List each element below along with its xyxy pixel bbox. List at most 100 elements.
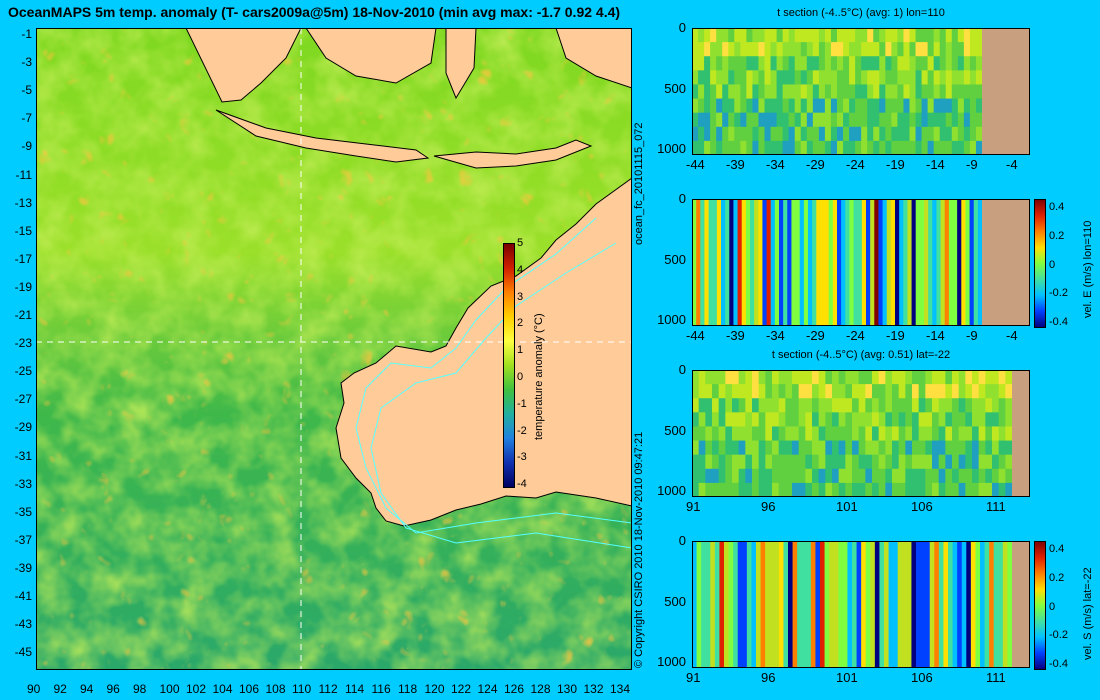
temperature-cell xyxy=(963,70,971,85)
temperature-cell xyxy=(845,398,853,413)
temperature-cell xyxy=(812,398,820,413)
temperature-cell xyxy=(918,440,926,456)
map-x-tick-label: 116 xyxy=(371,682,391,696)
map-y-tick-label: -27 xyxy=(14,392,32,407)
temperature-cell xyxy=(772,370,780,385)
temperature-cell xyxy=(885,56,892,71)
temperature-cell xyxy=(832,468,840,484)
temperature-cell xyxy=(818,84,826,100)
temperature-cell xyxy=(692,384,700,399)
temperature-cell xyxy=(692,440,700,456)
section-land xyxy=(1012,370,1030,497)
temperature-cell xyxy=(812,454,820,470)
temperature-cell xyxy=(734,112,741,128)
velocity-column xyxy=(833,541,839,668)
temperature-cell xyxy=(912,468,920,484)
temperature-cell xyxy=(909,42,917,57)
temperature-cell xyxy=(837,42,844,57)
temperature-cell xyxy=(772,468,780,484)
temperature-cell xyxy=(873,126,880,142)
temperature-cell xyxy=(932,412,940,427)
temperature-cell xyxy=(832,398,840,413)
velocity-column xyxy=(924,199,929,326)
temperature-cell xyxy=(746,42,753,57)
temperature-cell xyxy=(832,440,840,456)
temperature-cell xyxy=(725,412,733,427)
temperature-cell xyxy=(770,126,778,142)
velocity-column xyxy=(895,199,900,326)
temperature-cell xyxy=(872,398,880,413)
temperature-cell xyxy=(764,126,772,142)
panel-y-tick-label: 1000 xyxy=(657,654,686,669)
panel-x-tick-label: -19 xyxy=(886,328,905,343)
temperature-cell xyxy=(758,482,766,497)
temperature-cell xyxy=(855,140,862,155)
temperature-cell xyxy=(712,454,720,470)
temperature-cell xyxy=(938,454,946,470)
temperature-cell xyxy=(734,70,741,85)
temperature-cell xyxy=(858,370,866,385)
temperature-cell xyxy=(873,140,880,155)
temperature-cell xyxy=(832,384,840,399)
temperature-cell xyxy=(698,126,705,142)
temperature-cell xyxy=(861,126,868,142)
map-svg xyxy=(36,28,632,670)
temperature-cell xyxy=(921,84,929,100)
temperature-cell xyxy=(812,56,820,71)
borneo-island xyxy=(305,28,437,84)
temperature-cell xyxy=(704,28,711,43)
temperature-cell xyxy=(921,112,929,128)
temperature-cell xyxy=(692,482,700,497)
temperature-cell xyxy=(865,412,873,427)
temperature-cell xyxy=(985,384,993,399)
map-y-tick-label: -41 xyxy=(14,589,32,603)
temperature-cell xyxy=(865,482,873,497)
velocity-column xyxy=(733,541,739,668)
temperature-cell xyxy=(812,112,820,128)
temperature-cell xyxy=(905,440,913,456)
temperature-cell xyxy=(873,42,880,57)
temperature-cell xyxy=(728,84,735,100)
temperature-cell xyxy=(812,98,820,114)
velocity-column xyxy=(756,541,762,668)
temperature-cell xyxy=(879,28,886,43)
panel-y-tick-label: 1000 xyxy=(657,312,686,327)
temperature-cell xyxy=(891,84,898,100)
temperature-cell xyxy=(765,468,773,484)
temperature-cell xyxy=(879,56,886,71)
colorbar-tick-label: 0 xyxy=(517,371,524,383)
temperature-cell xyxy=(912,482,920,497)
temperature-cell xyxy=(903,140,910,155)
velocity-column xyxy=(870,541,876,668)
temperature-cell xyxy=(845,440,853,456)
temperature-cell xyxy=(963,126,971,142)
temperature-cell xyxy=(800,42,808,57)
temperature-cell xyxy=(958,398,966,413)
temperature-cell xyxy=(903,84,910,100)
temperature-cell xyxy=(958,370,966,385)
temperature-cell xyxy=(778,370,786,385)
temperature-cell xyxy=(945,70,953,85)
temperature-cell xyxy=(933,112,941,128)
temperature-cell xyxy=(898,370,906,385)
temperature-cell xyxy=(932,482,940,497)
temperature-cell xyxy=(843,98,850,114)
temperature-cell xyxy=(945,126,953,142)
panel-x-tick-label: -29 xyxy=(806,157,825,172)
temperature-cell xyxy=(740,42,747,57)
temperature-cell xyxy=(785,468,793,484)
temperature-cell xyxy=(918,384,926,399)
temperature-cell xyxy=(1005,468,1013,484)
temperature-cell xyxy=(867,70,874,85)
temperature-cell xyxy=(975,70,983,85)
map-y-tick-label: -21 xyxy=(14,308,32,322)
section-land xyxy=(982,199,1030,326)
temperature-cell xyxy=(849,98,856,114)
velocity-column xyxy=(746,541,752,668)
temperature-cell xyxy=(909,56,917,71)
velocity-column xyxy=(783,541,789,668)
velocity-column xyxy=(705,541,711,668)
temperature-cell xyxy=(698,454,706,470)
temperature-cell xyxy=(812,412,820,427)
temperature-cell xyxy=(852,384,860,399)
